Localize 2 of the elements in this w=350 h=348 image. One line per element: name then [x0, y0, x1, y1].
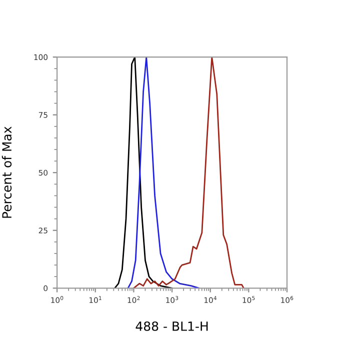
- y-axis-title: Percent of Max: [2, 126, 12, 218]
- x-axis-title: 488 - BL1-H: [136, 321, 208, 331]
